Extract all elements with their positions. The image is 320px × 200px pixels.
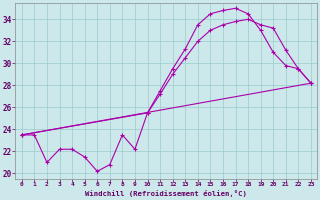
X-axis label: Windchill (Refroidissement éolien,°C): Windchill (Refroidissement éolien,°C) [85,190,247,197]
